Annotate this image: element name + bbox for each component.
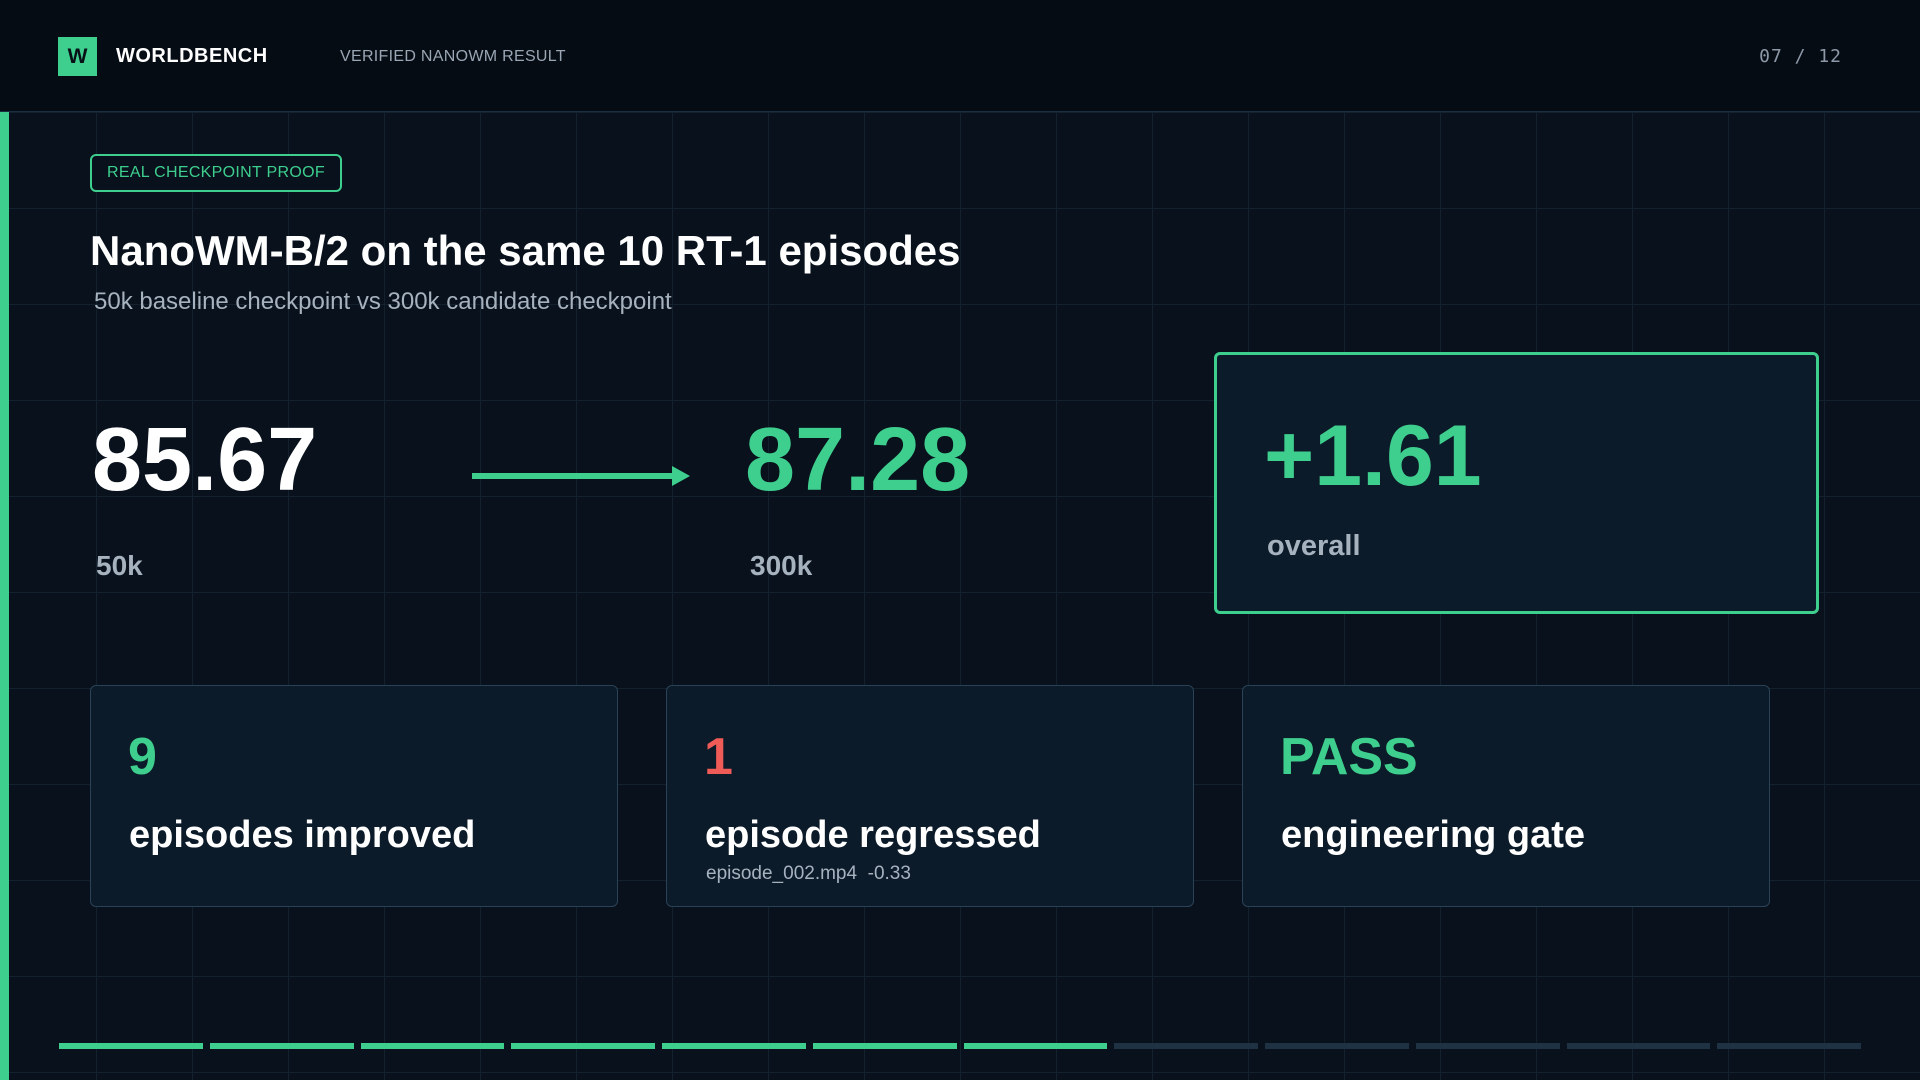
brand-logo: W — [58, 37, 97, 76]
slide-title: NanoWM-B/2 on the same 10 RT-1 episodes — [90, 227, 961, 274]
section-tag: REAL CHECKPOINT PROOF — [90, 154, 342, 192]
progress-segment — [1717, 1043, 1861, 1049]
progress-segment — [360, 1043, 505, 1049]
stat-value: 1 — [704, 728, 733, 786]
header-subtitle: VERIFIED NANOWM RESULT — [340, 48, 566, 65]
progress-segment — [1415, 1043, 1560, 1049]
progress-segment — [1566, 1043, 1711, 1049]
stat-card-improved: 9 episodes improved — [90, 685, 618, 907]
progress-segment — [963, 1043, 1108, 1049]
progress-segment — [812, 1043, 957, 1049]
brand-name: WORLDBENCH — [116, 45, 268, 67]
candidate-score: 87.28 — [745, 410, 971, 510]
progress-segment — [511, 1043, 655, 1049]
baseline-label: 50k — [96, 550, 143, 581]
progress-segment — [662, 1043, 806, 1049]
baseline-score: 85.67 — [92, 410, 318, 510]
progress-segment — [59, 1043, 203, 1049]
stat-value: 9 — [128, 728, 157, 786]
stat-label: episode regressed — [705, 814, 1041, 856]
logo-letter: W — [67, 44, 88, 68]
stat-label: engineering gate — [1281, 814, 1586, 856]
slide-subtitle: 50k baseline checkpoint vs 300k candidat… — [94, 288, 672, 315]
stat-label: episodes improved — [129, 814, 476, 856]
stat-card-regressed: 1 episode regressed episode_002.mp4 -0.3… — [666, 685, 1194, 907]
progress-segment — [1265, 1043, 1409, 1049]
delta-value: +1.61 — [1264, 408, 1482, 504]
header-bar: W WORLDBENCH VERIFIED NANOWM RESULT 07 /… — [0, 0, 1920, 112]
right-arrow-icon — [472, 466, 690, 486]
progress-segment — [1114, 1043, 1258, 1049]
stat-detail: episode_002.mp4 -0.33 — [706, 863, 911, 884]
delta-label: overall — [1267, 530, 1361, 562]
candidate-label: 300k — [750, 550, 813, 581]
progress-segment — [209, 1043, 354, 1049]
page-counter: 07 / 12 — [1759, 46, 1842, 67]
left-accent-bar — [0, 112, 9, 1080]
slide-progress — [59, 1043, 1861, 1049]
delta-card: +1.61 overall — [1214, 352, 1819, 614]
stat-value: PASS — [1280, 728, 1418, 786]
stat-card-gate: PASS engineering gate — [1242, 685, 1770, 907]
